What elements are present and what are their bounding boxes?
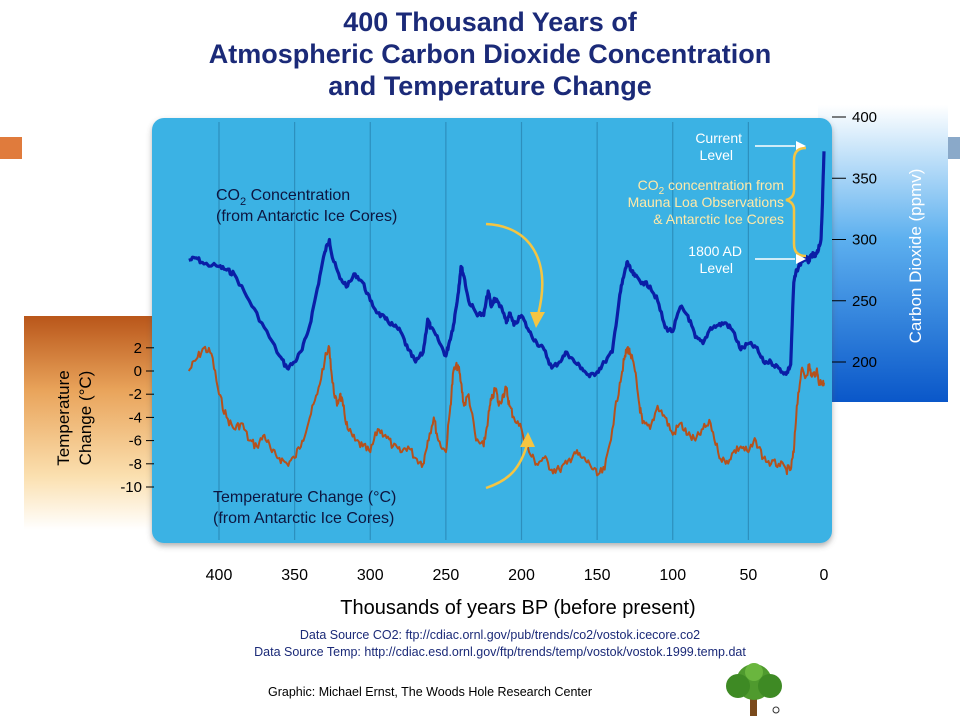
co2-series-label-line-1: CO2 Concentration (216, 187, 350, 208)
chart-title-line-3: and Temperature Change (328, 71, 652, 101)
data-source-temp: Data Source Temp: http://cdiac.esd.ornl.… (254, 645, 746, 659)
chart-title: 400 Thousand Years of Atmospheric Carbon… (130, 6, 850, 102)
temperature-tick-label-0: 0 (134, 363, 142, 380)
woods-hole-tree-logo (726, 663, 782, 716)
co2-axis-ticks: 400 350 300 250 200 (832, 109, 877, 371)
current-level-label-1: Current (695, 130, 742, 146)
temperature-series-label-line-2: (from Antarctic Ice Cores) (213, 510, 394, 527)
x-tick-label-350: 350 (281, 567, 308, 584)
temperature-series-line (187, 345, 825, 477)
observations-label-line-2: Mauna Loa Observations (628, 194, 784, 210)
graphic-credit: Graphic: Michael Ernst, The Woods Hole R… (268, 685, 592, 699)
chart-title-line-2: Atmospheric Carbon Dioxide Concentration (208, 39, 772, 69)
data-source-co2: Data Source CO2: ftp://cdiac.ornl.gov/pu… (299, 628, 701, 642)
observations-brace (785, 146, 807, 258)
co2-series-line (188, 151, 826, 379)
temperature-axis-background (24, 316, 160, 530)
x-tick-label-0: 0 (820, 567, 829, 584)
co2-tick-label-400: 400 (852, 109, 877, 126)
temp-callout-arrow (485, 444, 529, 490)
x-axis-label: Thousands of years BP (before present) (340, 597, 695, 619)
ad1800-arrowhead (796, 254, 806, 264)
x-tick-label-150: 150 (584, 567, 611, 584)
temperature-tick-label-2: 2 (134, 340, 142, 357)
slide-accent-right (948, 137, 960, 159)
temperature-axis-label-line-1: Temperature (54, 370, 73, 465)
x-tick-label-100: 100 (659, 567, 686, 584)
x-tick-label-200: 200 (508, 567, 535, 584)
co2-callout-arrow (485, 222, 544, 316)
co2-axis-background (818, 105, 948, 402)
slide-accent-left (0, 137, 22, 159)
co2-tick-label-200: 200 (852, 354, 877, 371)
x-tick-label-300: 300 (357, 567, 384, 584)
plot-panel (152, 118, 832, 543)
x-axis-ticks: 400 350 300 250 200 150 100 50 0 (206, 567, 829, 584)
x-tick-label-250: 250 (433, 567, 460, 584)
co2-callout-arrowhead (530, 312, 545, 328)
current-level-label-2: Level (700, 147, 733, 163)
co2-tick-label-300: 300 (852, 232, 877, 249)
co2-axis-label: Carbon Dioxide (ppmv) (906, 169, 925, 344)
temperature-tick-label--10: -10 (120, 479, 142, 496)
temperature-series-label-line-1: Temperature Change (°C) (213, 489, 396, 506)
co2-series-label-line-2: (from Antarctic Ice Cores) (216, 208, 397, 225)
temp-callout-arrowhead (520, 432, 535, 447)
co2-tick-label-250: 250 (852, 293, 877, 310)
chart-title-line-1: 400 Thousand Years of (343, 7, 637, 37)
co2-tick-label-350: 350 (852, 170, 877, 187)
temperature-tick-label--6: -6 (129, 433, 142, 450)
x-tick-label-50: 50 (739, 567, 757, 584)
temperature-tick-label--8: -8 (129, 456, 142, 473)
observations-label-line-3: & Antarctic Ice Cores (653, 211, 784, 227)
temperature-tick-label--2: -2 (129, 386, 142, 403)
observations-label-line-1: CO2 concentration from (638, 177, 784, 197)
temperature-axis-label-line-2: Change (°C) (76, 371, 95, 466)
ad1800-label-1: 1800 AD (688, 243, 742, 259)
temperature-axis-ticks: 2 0 -2 -4 -6 -8 -10 (120, 340, 154, 496)
temperature-tick-label--4: -4 (129, 409, 142, 426)
ad1800-label-2: Level (700, 260, 733, 276)
x-tick-label-400: 400 (206, 567, 233, 584)
